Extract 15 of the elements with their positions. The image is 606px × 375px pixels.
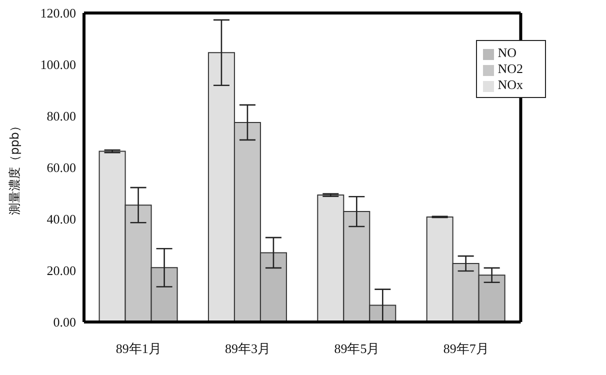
x-tick-label: 89年7月 (443, 341, 489, 356)
y-tick-label: 100.00 (40, 57, 76, 72)
y-tick-label: 120.00 (40, 6, 76, 21)
x-tick-label: 89年3月 (225, 341, 271, 356)
y-tick-label: 60.00 (46, 160, 76, 176)
x-tick-label: 89年1月 (116, 341, 162, 356)
legend-label: NO2 (498, 61, 523, 76)
x-tick-label: 89年5月 (334, 341, 380, 356)
y-axis-title: 測量濃度（ppb） (7, 120, 22, 215)
legend-label: NO (498, 45, 516, 60)
legend-label: NOx (498, 77, 523, 92)
y-tick-label: 40.00 (46, 212, 76, 227)
y-tick-label: 80.00 (46, 108, 76, 124)
y-tick-label: 20.00 (46, 263, 76, 278)
y-tick-label: 0.00 (53, 314, 76, 330)
